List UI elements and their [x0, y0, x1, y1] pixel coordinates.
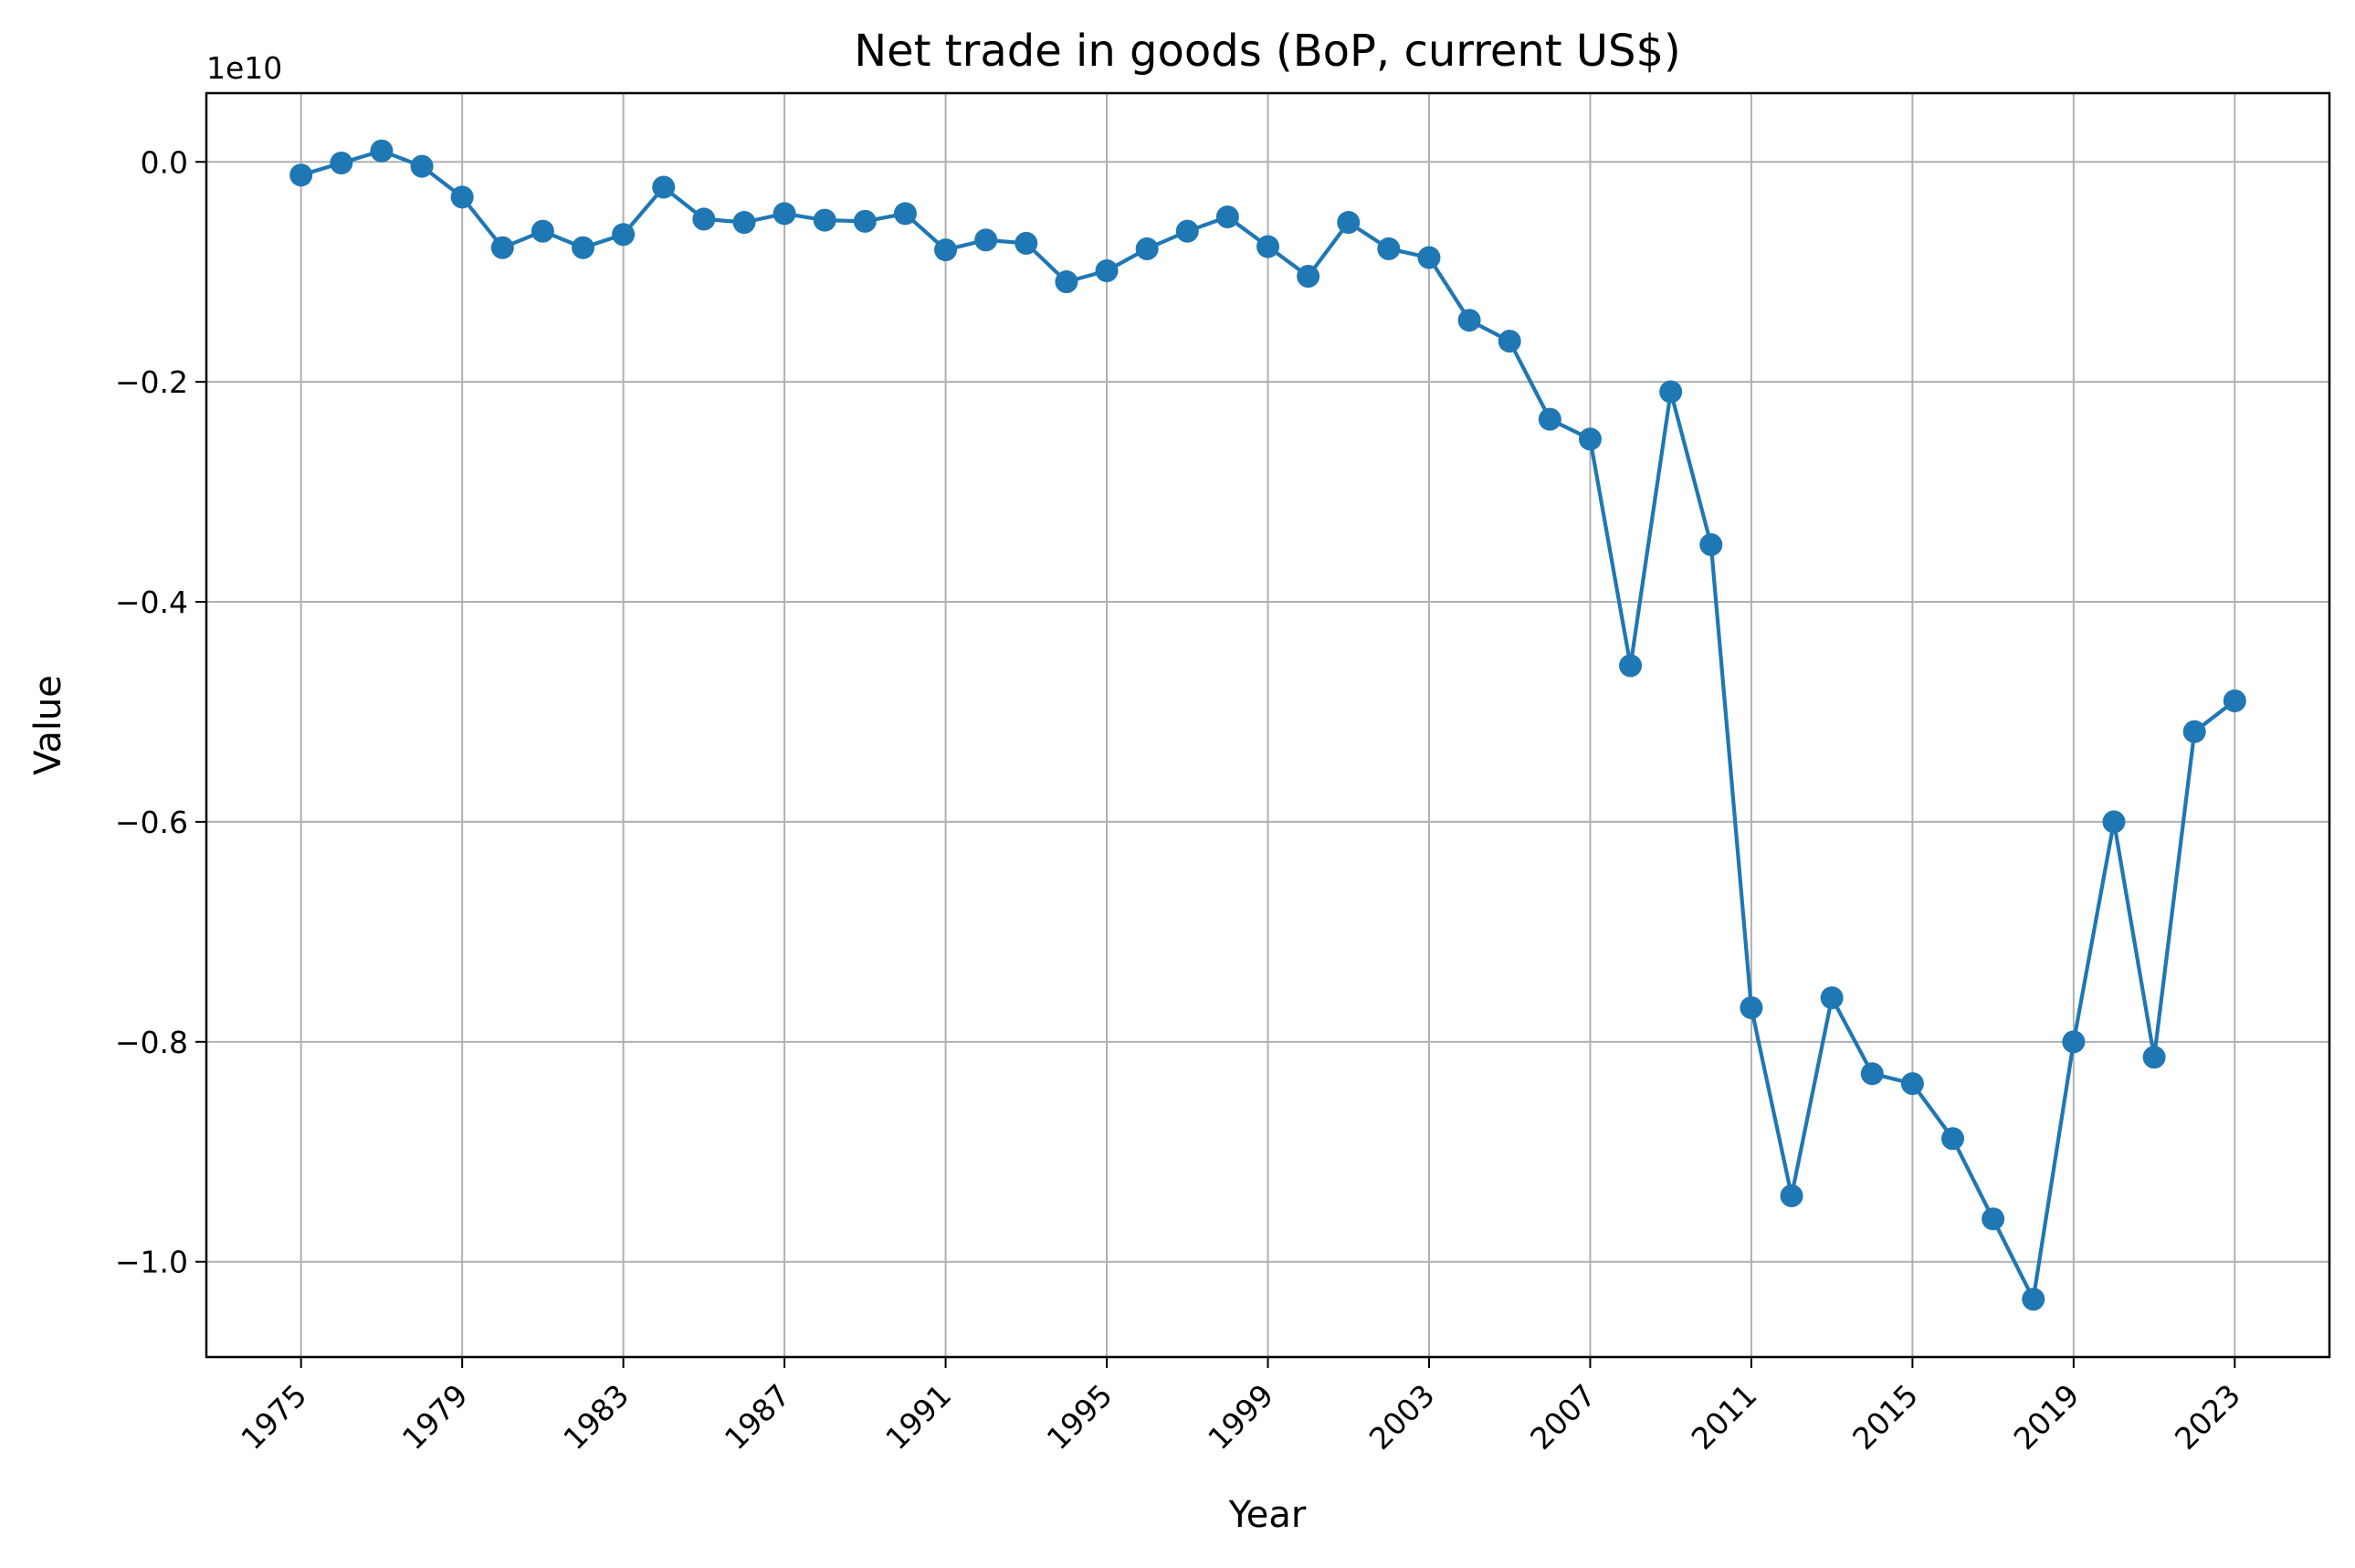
grid-lines: [206, 93, 2329, 1357]
data-point: [1095, 259, 1119, 283]
series-net-trade: [289, 139, 2246, 1311]
data-point: [1256, 235, 1279, 258]
data-point: [1941, 1127, 1964, 1151]
data-point: [1215, 205, 1239, 228]
data-point: [289, 163, 313, 187]
data-point: [1619, 654, 1643, 678]
data-point: [1175, 219, 1199, 243]
data-point: [1135, 237, 1159, 260]
data-point: [2022, 1288, 2045, 1311]
data-point: [1297, 265, 1320, 289]
data-point: [1740, 995, 1763, 1019]
y-axis-offset-label: 1e10: [206, 50, 282, 86]
data-point: [1699, 532, 1723, 556]
x-axis-label: Year: [1228, 1494, 1307, 1536]
data-point: [1780, 1184, 1803, 1207]
data-point: [2182, 720, 2206, 743]
data-point: [490, 236, 514, 259]
data-point: [612, 223, 636, 247]
data-point: [2062, 1030, 2086, 1054]
data-point: [853, 209, 877, 233]
chart-title: Net trade in goods (BoP, current US$): [854, 26, 1680, 77]
data-point: [732, 211, 756, 235]
data-point: [450, 185, 474, 209]
data-point: [813, 208, 836, 232]
y-tick-label: 0.0: [141, 144, 188, 180]
data-point: [1457, 309, 1481, 332]
data-point: [1015, 231, 1038, 255]
data-point: [1982, 1207, 2005, 1231]
data-point: [2223, 689, 2246, 712]
data-point: [1659, 380, 1683, 404]
data-point: [1820, 986, 1844, 1010]
plot-frame: [205, 91, 2331, 1359]
data-point: [652, 175, 676, 199]
data-point: [531, 219, 554, 243]
data-point: [1578, 427, 1602, 451]
data-point: [773, 202, 796, 226]
data-point: [1860, 1062, 1884, 1086]
y-tick-label: −1.0: [115, 1245, 188, 1280]
data-point: [1900, 1072, 1924, 1096]
data-point: [893, 202, 917, 226]
data-point: [2102, 810, 2126, 834]
data-point: [370, 139, 394, 163]
data-point: [1417, 246, 1441, 269]
data-point: [572, 236, 594, 259]
y-axis-ticks: 0.0 −0.2 −0.4 −0.6 −0.8 −1.0: [115, 144, 206, 1280]
data-point: [1498, 330, 1521, 353]
y-tick-label: −0.6: [115, 805, 188, 840]
y-axis-label: Value: [27, 675, 69, 775]
data-point: [330, 151, 353, 174]
data-point: [1337, 211, 1361, 235]
data-point: [2142, 1046, 2166, 1069]
data-point: [692, 207, 716, 231]
data-point: [1538, 407, 1561, 431]
data-point: [974, 228, 998, 252]
data-point: [934, 238, 958, 262]
y-tick-label: −0.2: [115, 364, 188, 400]
data-point: [1377, 237, 1401, 260]
y-tick-label: −0.4: [115, 584, 188, 620]
data-point: [410, 154, 434, 178]
y-tick-label: −0.8: [115, 1025, 188, 1060]
data-point: [1055, 270, 1078, 294]
